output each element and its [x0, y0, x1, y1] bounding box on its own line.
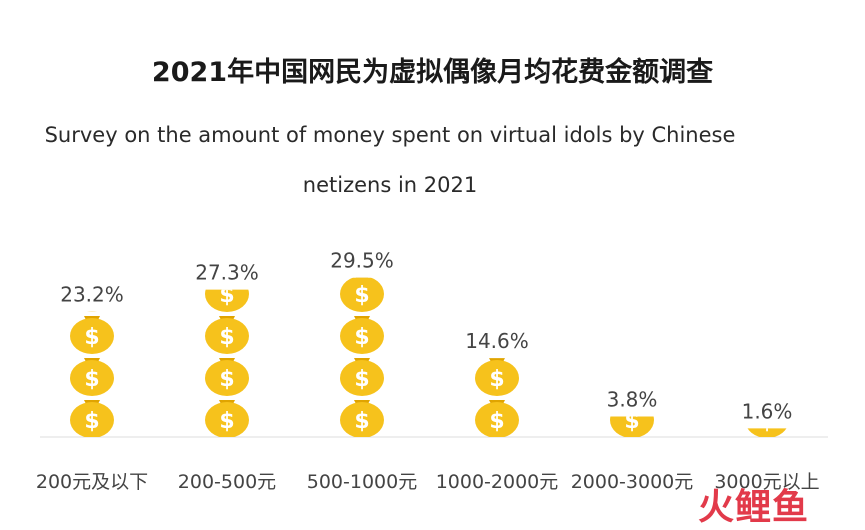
svg-text:$: $ [219, 409, 234, 434]
category-label: 1000-2000元 [436, 471, 559, 493]
data-label: 23.2% [60, 283, 124, 307]
bar-4: $$$ [475, 358, 519, 437]
bar-1: $ $ $ $ [70, 311, 114, 437]
svg-text:$: $ [219, 367, 234, 392]
money-bag-icon: $ [205, 358, 249, 396]
money-bag-icon: $ [747, 409, 787, 437]
svg-text:$: $ [354, 325, 369, 350]
data-label: 3.8% [607, 387, 658, 411]
watermark-logo: 火鲤鱼 [698, 487, 810, 528]
money-bag-icon: $ [205, 400, 249, 437]
category-label: 200-500元 [178, 471, 276, 493]
money-bag-icon: $ [745, 358, 789, 396]
chart-subtitle: Survey on the amount of money spent on v… [44, 123, 736, 197]
category-label: 500-1000元 [307, 471, 417, 493]
bar-5: $$ [610, 409, 654, 437]
money-bag-icon: $ [88, 311, 96, 312]
money-bag-icon: $ [205, 283, 249, 312]
category-label: 2000-3000元 [571, 471, 694, 493]
money-bag-icon: $ [70, 316, 114, 354]
category-label: 200元及以下 [36, 471, 148, 493]
data-label: 29.5% [330, 249, 394, 273]
data-label: 27.3% [195, 261, 259, 285]
money-bag-icon: $ [340, 358, 384, 396]
data-label: 14.6% [465, 329, 529, 353]
svg-text:$: $ [759, 409, 774, 434]
svg-text:$: $ [219, 325, 234, 350]
svg-text:$: $ [219, 283, 234, 308]
svg-text:$: $ [354, 409, 369, 434]
svg-text:$: $ [354, 367, 369, 392]
money-bag-icon: $ [70, 400, 114, 437]
chart-title: 2021年中国网民为虚拟偶像月均花费金额调查 [151, 57, 714, 88]
money-bag-icon: $ [205, 316, 249, 354]
money-bag-icon: $ [610, 409, 654, 437]
bar-3: $$$$$ [340, 277, 384, 437]
category-label: 3000元以上 [714, 471, 819, 493]
money-bag-icon: $ [475, 358, 519, 396]
bar-6: $$ [745, 358, 789, 437]
svg-text:$: $ [84, 325, 99, 350]
svg-text:$: $ [624, 409, 639, 434]
svg-text:$: $ [84, 367, 99, 392]
money-bag-icon: $ [70, 358, 114, 396]
data-label: 1.6% [742, 399, 793, 423]
svg-text:$: $ [759, 367, 774, 392]
svg-text:$: $ [84, 409, 99, 434]
bar-2: $$$$$ [205, 283, 249, 437]
svg-text:$: $ [354, 283, 369, 308]
svg-text:$: $ [489, 367, 504, 392]
money-bag-icon: $ [475, 400, 519, 437]
money-bag-icon: $ [340, 316, 384, 354]
money-bag-icon: $ [340, 277, 384, 312]
money-bag-icon: $ [340, 400, 384, 437]
svg-text:$: $ [489, 409, 504, 434]
